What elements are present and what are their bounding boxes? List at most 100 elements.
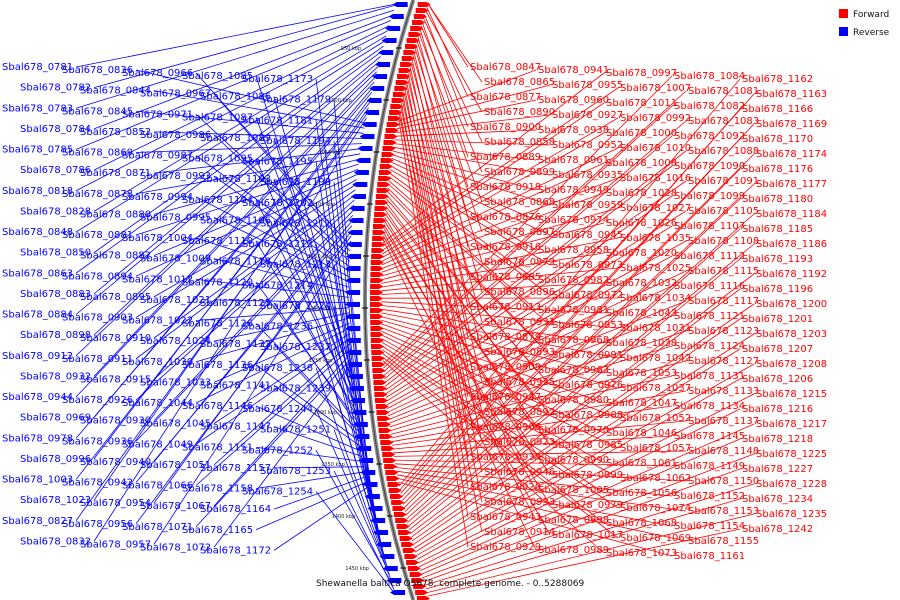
gene-label[interactable]: Sbal678_0896: [484, 287, 555, 298]
gene-label[interactable]: Sbal678_1023: [20, 495, 91, 506]
gene-label[interactable]: Sbal678_0869: [62, 148, 133, 159]
gene-label[interactable]: Sbal678_0871: [80, 168, 151, 179]
gene-label[interactable]: Sbal678_1047: [606, 398, 677, 409]
gene-label[interactable]: Sbal678_0836: [62, 65, 133, 76]
gene-label[interactable]: Sbal678_1145: [674, 431, 745, 442]
gene-label[interactable]: Sbal678_1173: [242, 74, 313, 85]
gene-label[interactable]: Sbal678_1227: [742, 464, 813, 475]
gene-label[interactable]: Sbal678_0786: [20, 165, 91, 176]
gene-label[interactable]: Sbal678_1174: [756, 149, 827, 160]
gene-label[interactable]: Sbal678_0900: [470, 122, 541, 133]
gene-label[interactable]: Sbal678_0906: [470, 422, 541, 433]
gene-label[interactable]: Sbal678_0957: [80, 539, 151, 550]
gene-label[interactable]: Sbal678_1176: [742, 164, 813, 175]
gene-label[interactable]: Sbal678_1216: [742, 404, 813, 415]
gene-label[interactable]: Sbal678_1043: [606, 308, 677, 319]
gene-label[interactable]: Sbal678_1162: [742, 74, 813, 85]
gene-label[interactable]: Sbal678_1115: [688, 266, 759, 277]
gene-label[interactable]: Sbal678_1179: [260, 95, 331, 106]
gene-label[interactable]: Sbal678_0885: [470, 272, 541, 283]
gene-label[interactable]: Sbal678_0999: [552, 470, 623, 481]
gene-label[interactable]: Sbal678_0927: [552, 110, 623, 121]
gene-label[interactable]: Sbal678_1202: [242, 198, 313, 209]
gene-label[interactable]: Sbal678_0781: [2, 62, 73, 73]
gene-label[interactable]: Sbal678_0818: [2, 186, 73, 197]
gene-label[interactable]: Sbal678_1021: [140, 295, 211, 306]
gene-label[interactable]: Sbal678_1049: [122, 439, 193, 450]
gene-label[interactable]: Sbal678_0785: [2, 145, 73, 156]
gene-label[interactable]: Sbal678_0962: [538, 365, 609, 376]
gene-label[interactable]: Sbal678_1146: [182, 401, 253, 412]
gene-label[interactable]: Sbal678_1030: [122, 357, 193, 368]
gene-label[interactable]: Sbal678_0987: [122, 151, 193, 162]
gene-label[interactable]: Sbal678_0972: [552, 290, 623, 301]
gene-label[interactable]: Sbal678_0913: [470, 302, 541, 313]
gene-label[interactable]: Sbal678_1169: [756, 119, 827, 130]
gene-label[interactable]: Sbal678_0852: [80, 127, 151, 138]
gene-label[interactable]: Sbal678_0946: [484, 467, 555, 478]
gene-label[interactable]: Sbal678_1234: [742, 494, 813, 505]
gene-label[interactable]: Sbal678_1066: [122, 481, 193, 492]
gene-label[interactable]: Sbal678_0959: [552, 200, 623, 211]
gene-label[interactable]: Sbal678_1037: [620, 383, 691, 394]
gene-label[interactable]: Sbal678_1104: [182, 195, 253, 206]
gene-label[interactable]: Sbal678_0991: [552, 350, 623, 361]
gene-label[interactable]: Sbal678_1185: [742, 224, 813, 235]
gene-label[interactable]: Sbal678_0847: [470, 62, 541, 73]
gene-label[interactable]: Sbal678_0960: [538, 95, 609, 106]
gene-label[interactable]: Sbal678_0848: [2, 227, 73, 238]
gene-label[interactable]: Sbal678_0892: [484, 407, 555, 418]
gene-label[interactable]: Sbal678_0974: [538, 215, 609, 226]
gene-label[interactable]: Sbal678_0880: [80, 209, 151, 220]
gene-label[interactable]: Sbal678_1134: [674, 401, 745, 412]
gene-label[interactable]: Sbal678_1011: [606, 98, 677, 109]
gene-label[interactable]: Sbal678_1161: [674, 551, 745, 562]
gene-label[interactable]: Sbal678_1069: [620, 533, 691, 544]
gene-label[interactable]: Sbal678_1042: [620, 353, 691, 364]
gene-label[interactable]: Sbal678_1099: [674, 191, 745, 202]
gene-label[interactable]: Sbal678_1012: [122, 274, 193, 285]
gene-label[interactable]: Sbal678_1207: [742, 344, 813, 355]
gene-label[interactable]: Sbal678_1152: [674, 491, 745, 502]
gene-label[interactable]: Sbal678_1225: [756, 449, 827, 460]
gene-label[interactable]: Sbal678_0925: [484, 377, 555, 388]
gene-label[interactable]: Sbal678_0893: [484, 347, 555, 358]
gene-label[interactable]: Sbal678_1092: [674, 131, 745, 142]
gene-label[interactable]: Sbal678_1211: [260, 218, 331, 229]
gene-label[interactable]: Sbal678_0909: [470, 362, 541, 373]
gene-label[interactable]: Sbal678_1184: [756, 209, 827, 220]
gene-label[interactable]: Sbal678_1071: [122, 522, 193, 533]
gene-label[interactable]: Sbal678_1033: [140, 377, 211, 388]
gene-label[interactable]: Sbal678_0931: [484, 317, 555, 328]
gene-label[interactable]: Sbal678_1149: [674, 461, 745, 472]
gene-label[interactable]: Sbal678_1112: [674, 251, 745, 262]
gene-label[interactable]: Sbal678_0947: [470, 392, 541, 403]
gene-label[interactable]: Sbal678_0782: [20, 83, 91, 94]
gene-label[interactable]: Sbal678_0988: [552, 410, 623, 421]
gene-label[interactable]: Sbal678_1170: [742, 134, 813, 145]
gene-label[interactable]: Sbal678_1024: [140, 336, 211, 347]
gene-label[interactable]: Sbal678_0910: [80, 333, 151, 344]
gene-label[interactable]: Sbal678_0976: [552, 380, 623, 391]
gene-label[interactable]: Sbal678_0952: [552, 140, 623, 151]
gene-label[interactable]: Sbal678_1133: [688, 386, 759, 397]
gene-label[interactable]: Sbal678_1194: [260, 136, 331, 147]
gene-label[interactable]: Sbal678_1117: [688, 296, 759, 307]
gene-label[interactable]: Sbal678_1073: [606, 548, 677, 559]
gene-label[interactable]: Sbal678_1105: [688, 206, 759, 217]
gene-label[interactable]: Sbal678_1082: [674, 101, 745, 112]
gene-label[interactable]: Sbal678_0993: [140, 171, 211, 182]
gene-label[interactable]: Sbal678_1003: [2, 475, 73, 486]
gene-label[interactable]: Sbal678_0868: [484, 197, 555, 208]
gene-label[interactable]: Sbal678_0858: [484, 137, 555, 148]
gene-label[interactable]: Sbal678_0915: [80, 374, 151, 385]
gene-label[interactable]: Sbal678_1181: [242, 115, 313, 126]
gene-label[interactable]: Sbal678_1031: [620, 323, 691, 334]
gene-label[interactable]: Sbal678_0926: [62, 395, 133, 406]
gene-label[interactable]: Sbal678_0882: [80, 251, 151, 262]
gene-label[interactable]: Sbal678_0878: [62, 189, 133, 200]
gene-label[interactable]: Sbal678_1004: [122, 233, 193, 244]
gene-label[interactable]: Sbal678_1089: [200, 133, 271, 144]
gene-label[interactable]: Sbal678_0981: [538, 305, 609, 316]
gene-label[interactable]: Sbal678_1172: [200, 545, 271, 556]
